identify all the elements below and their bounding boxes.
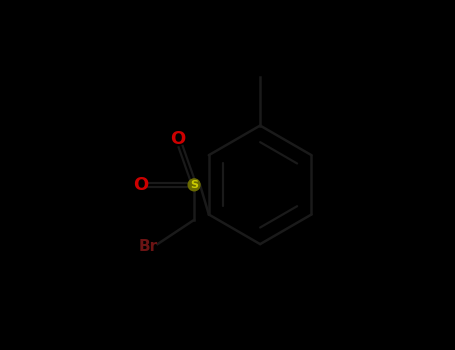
Circle shape [188,179,200,191]
Text: O: O [170,130,186,148]
Text: Br: Br [139,239,158,254]
Text: S: S [190,180,198,190]
Text: O: O [133,176,149,194]
